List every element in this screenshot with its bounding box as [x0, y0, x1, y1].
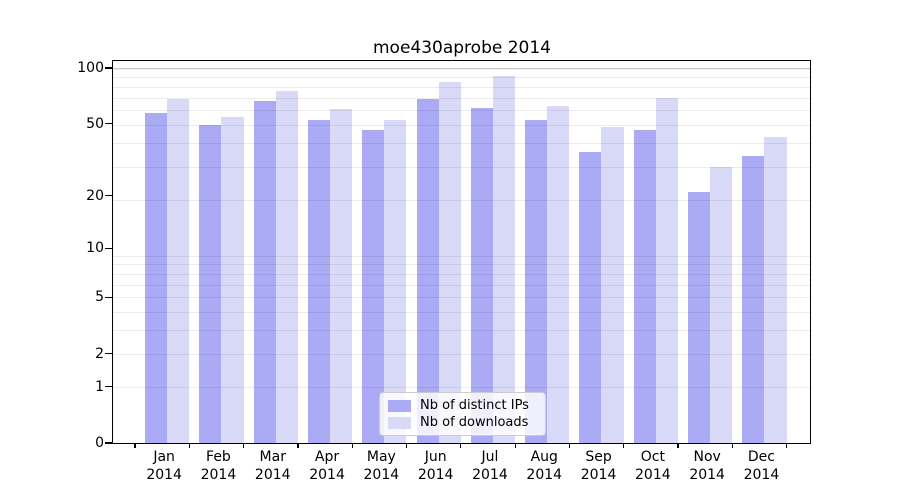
- y-axis-label: 5: [95, 289, 104, 306]
- x-axis-label-mar: Mar 2014: [245, 449, 301, 484]
- y-axis-tick: [105, 353, 112, 355]
- month-name: Mar: [259, 449, 286, 465]
- month-year: 2014: [254, 466, 291, 483]
- y-axis-tick: [105, 296, 112, 299]
- month-year: 2014: [200, 466, 237, 483]
- month-name: Oct: [640, 449, 665, 465]
- y-axis-label: 100: [77, 60, 104, 76]
- month-name: Nov: [693, 449, 721, 465]
- month-year: 2014: [635, 466, 671, 483]
- x-axis-label-apr: Apr 2014: [299, 449, 355, 484]
- month-year: 2014: [689, 466, 725, 483]
- x-axis-label-nov: Nov 2014: [679, 449, 735, 484]
- y-axis-tick: [105, 386, 112, 388]
- month-year: 2014: [472, 466, 508, 483]
- y-axis-label: 50: [86, 115, 104, 132]
- y-axis-label: 20: [86, 187, 104, 204]
- x-axis-label-oct: Oct 2014: [625, 449, 681, 484]
- x-axis-label-feb: Feb 2014: [190, 449, 246, 484]
- legend-item-downloads: Nb of downloads: [388, 415, 537, 430]
- month-year: 2014: [743, 466, 780, 483]
- month-year: 2014: [309, 466, 345, 483]
- month-name: Jan: [153, 449, 175, 465]
- x-axis-label-aug: Aug 2014: [516, 449, 572, 484]
- y-axis-label: 2: [95, 345, 104, 362]
- y-axis-tick: [105, 195, 112, 197]
- x-axis-label-jan: Jan 2014: [136, 449, 192, 484]
- month-year: 2014: [417, 466, 454, 483]
- legend-item-distinct-ips: Nb of distinct IPs: [388, 398, 537, 413]
- month-year: 2014: [580, 466, 617, 483]
- month-name: Jun: [424, 449, 447, 465]
- y-axis-tick: [105, 67, 112, 69]
- month-name: Apr: [314, 449, 340, 465]
- x-axis-label-jun: Jun 2014: [408, 449, 464, 484]
- y-axis-label: 1: [95, 378, 104, 395]
- x-axis-label-sep: Sep 2014: [571, 449, 627, 484]
- y-axis-tick: [105, 122, 112, 125]
- legend-label-downloads: Nb of downloads: [420, 415, 529, 430]
- x-axis-label-dec: Dec 2014: [733, 449, 789, 484]
- y-axis-label: 10: [86, 240, 104, 257]
- month-name: Sep: [585, 449, 612, 465]
- y-axis-label: 0: [95, 435, 104, 451]
- month-year: 2014: [146, 466, 182, 483]
- y-axis-tick: [105, 442, 112, 444]
- month-name: Feb: [206, 449, 231, 465]
- month-year: 2014: [363, 466, 400, 483]
- legend-label-distinct-ips: Nb of distinct IPs: [420, 398, 529, 413]
- month-name: Aug: [530, 449, 558, 465]
- month-name: Jul: [481, 449, 499, 465]
- month-name: May: [366, 449, 396, 465]
- chart-title: moe430aprobe 2014: [372, 38, 551, 58]
- x-axis-label-may: May 2014: [353, 449, 409, 484]
- legend-swatch-distinct-ips: [388, 399, 411, 412]
- legend: Nb of distinct IPs Nb of downloads: [379, 392, 546, 436]
- legend-swatch-downloads: [388, 416, 411, 429]
- month-name: Dec: [747, 449, 775, 465]
- x-axis-label-jul: Jul 2014: [462, 449, 518, 484]
- y-axis-tick: [105, 247, 112, 249]
- plot-border: [112, 60, 811, 444]
- month-year: 2014: [526, 466, 563, 483]
